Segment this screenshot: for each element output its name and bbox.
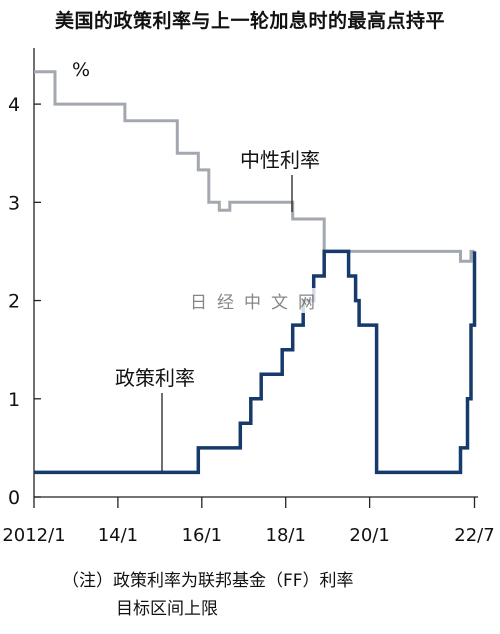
- x-tick-label-3: 18/1: [266, 525, 306, 546]
- x-tick-label-0: 2012/1: [2, 525, 65, 546]
- x-tick-label-4: 20/1: [349, 525, 389, 546]
- y-tick-label-4: 4: [8, 94, 20, 116]
- annotation-neutral-rate: 中性利率: [240, 148, 320, 172]
- series-line-1: [34, 249, 477, 475]
- x-tick-label-2: 16/1: [182, 525, 222, 546]
- watermark: 日经中文网: [188, 288, 327, 313]
- x-tick-label-1: 14/1: [98, 525, 138, 546]
- footnote-line-1: （注）政策利率为联邦基金（FF）利率: [62, 571, 354, 591]
- y-tick-label-1: 1: [8, 389, 20, 411]
- footnote-line-2: 目标区间上限: [116, 599, 218, 619]
- x-tick-label-5: 22/7: [454, 525, 494, 546]
- y-tick-label-0: 0: [8, 487, 20, 509]
- annotation-policy-rate: 政策利率: [115, 366, 195, 390]
- chart-title: 美国的政策利率与上一轮加息时的最高点持平: [54, 10, 445, 32]
- series-line-0: [34, 70, 475, 263]
- y-tick-label-2: 2: [8, 291, 20, 313]
- y-unit-label: %: [72, 59, 90, 81]
- y-tick-label-3: 3: [8, 192, 20, 214]
